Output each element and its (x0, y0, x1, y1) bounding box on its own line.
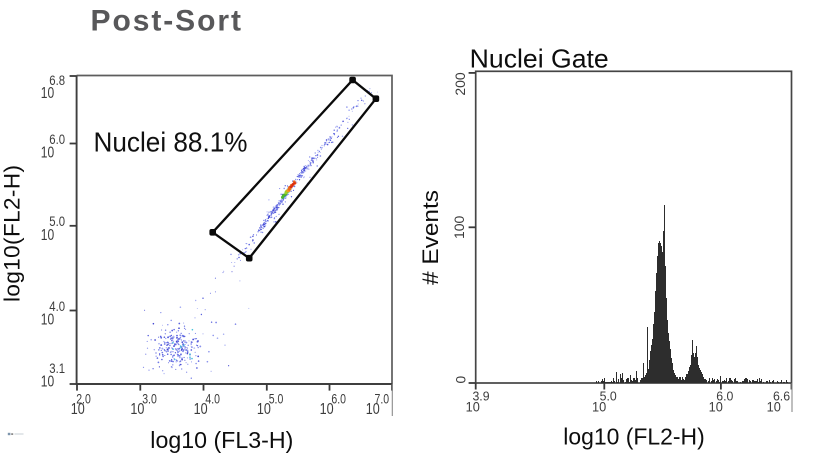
svg-text:4.0: 4.0 (49, 299, 65, 314)
svg-text:3.0: 3.0 (142, 391, 157, 406)
svg-text:6.8: 6.8 (49, 73, 65, 88)
svg-text:10: 10 (194, 401, 208, 418)
svg-text:200: 200 (452, 72, 468, 95)
svg-text:10: 10 (41, 85, 54, 102)
svg-text:Post-Sort: Post-Sort (91, 5, 242, 38)
svg-text:10: 10 (257, 401, 271, 418)
svg-text:2.0: 2.0 (76, 391, 91, 406)
svg-text:Nuclei Gate: Nuclei Gate (470, 44, 609, 74)
svg-text:10: 10 (41, 374, 54, 391)
svg-text:0: 0 (452, 376, 468, 384)
svg-text:10: 10 (41, 312, 54, 329)
svg-text:10: 10 (130, 401, 144, 418)
svg-text:log10(FL2-H): log10(FL2-H) (0, 165, 25, 302)
svg-text:3.1: 3.1 (49, 361, 65, 376)
svg-text:7.0: 7.0 (375, 391, 390, 406)
svg-text:4.0: 4.0 (205, 391, 220, 406)
svg-text:10: 10 (592, 398, 606, 414)
svg-text:5.0: 5.0 (600, 389, 617, 404)
svg-text:10: 10 (466, 398, 480, 414)
svg-text:10: 10 (366, 401, 380, 418)
svg-text:Nuclei 88.1%: Nuclei 88.1% (94, 127, 248, 158)
svg-text:3.9: 3.9 (472, 389, 489, 404)
svg-text:log10 (FL2-H): log10 (FL2-H) (563, 424, 705, 450)
svg-text:5.0: 5.0 (49, 214, 65, 229)
svg-text:10: 10 (709, 398, 723, 414)
svg-text:6.6: 6.6 (773, 389, 790, 404)
svg-text:log10 (FL3-H): log10 (FL3-H) (150, 427, 293, 453)
svg-text:10: 10 (320, 401, 334, 418)
svg-text:10: 10 (71, 401, 85, 418)
svg-text:10: 10 (767, 398, 781, 414)
svg-text:# Events: # Events (418, 190, 443, 285)
svg-text:10: 10 (41, 145, 54, 162)
svg-text:10: 10 (41, 227, 54, 244)
svg-text:6.0: 6.0 (716, 389, 733, 404)
svg-text:5.0: 5.0 (269, 391, 284, 406)
svg-text:100: 100 (451, 216, 467, 239)
svg-text:6.0: 6.0 (331, 391, 346, 406)
svg-text:6.0: 6.0 (49, 132, 65, 147)
